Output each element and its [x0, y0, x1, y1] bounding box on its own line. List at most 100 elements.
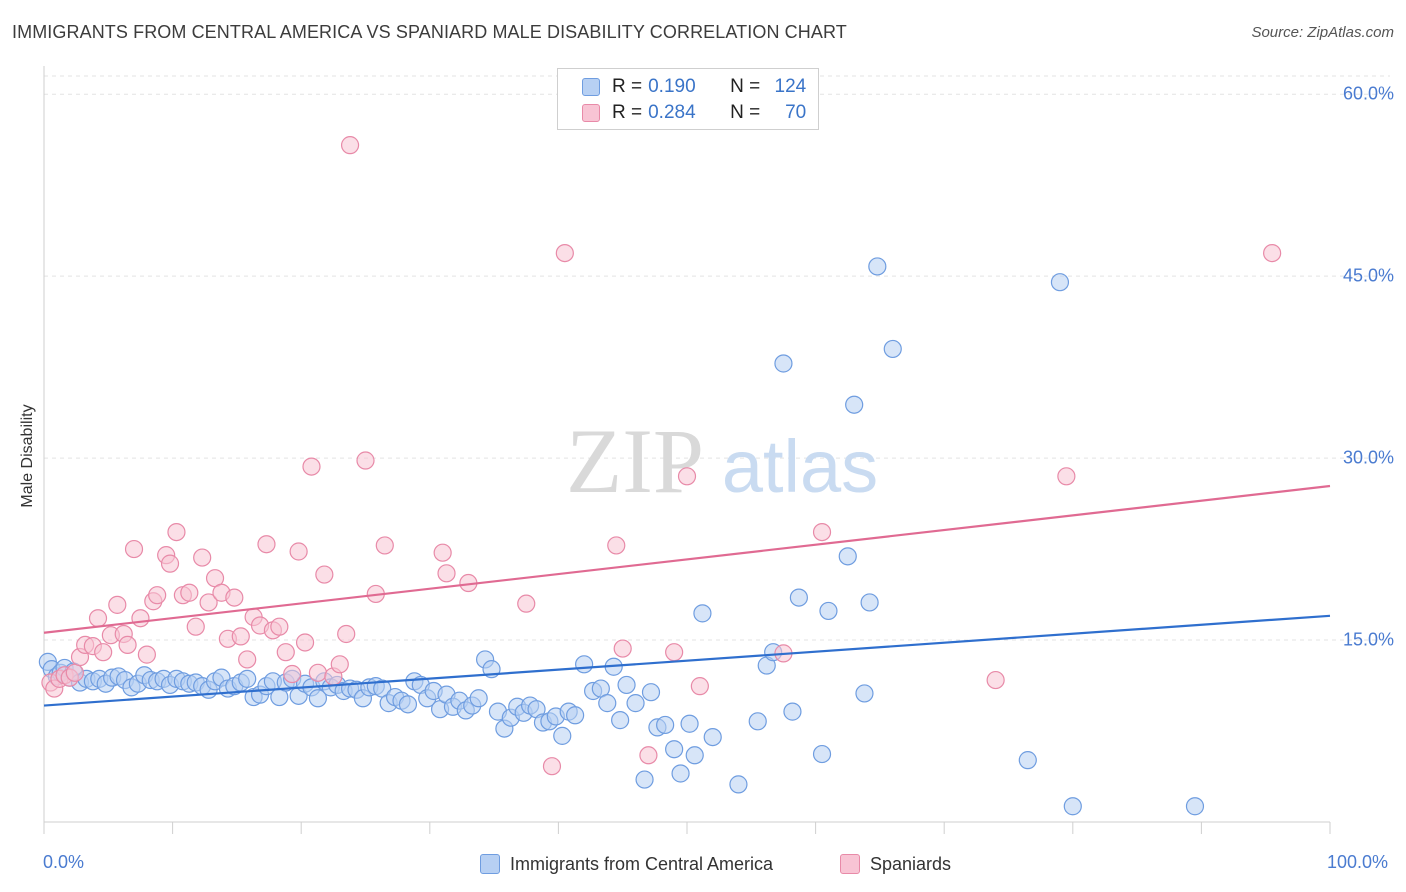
scatter-point [665, 740, 684, 759]
legend-row-central-america: R = 0.190 N = 124 [582, 75, 806, 99]
scatter-point [1263, 243, 1282, 263]
legend-r-label: R = [612, 76, 643, 97]
scatter-point [774, 354, 793, 373]
scatter-point [883, 339, 902, 359]
scatter-point [626, 694, 645, 713]
scatter-point [693, 604, 712, 623]
scatter-point [860, 593, 879, 612]
scatter-point [238, 650, 257, 669]
scatter-point [1018, 751, 1037, 770]
series-1 [41, 136, 1282, 776]
scatter-point [238, 669, 257, 688]
legend-r-label: R = [612, 102, 643, 123]
scatter-point [789, 588, 808, 607]
legend-swatch-spaniards [582, 104, 600, 122]
trend-line-1 [43, 484, 1331, 634]
trend-line-0 [43, 614, 1331, 707]
scatter-point [315, 565, 334, 584]
scatter-point [276, 643, 295, 662]
y-tick-label: 45.0% [1342, 265, 1394, 286]
scatter-point [845, 395, 864, 414]
scatter-point [542, 757, 562, 776]
scatter-point [167, 522, 186, 542]
scatter-point [124, 539, 144, 559]
y-tick-label: 15.0% [1342, 629, 1394, 650]
scatter-point [148, 586, 167, 605]
scatter-point [635, 770, 654, 789]
scatter-point [690, 677, 709, 696]
scatter-point [283, 664, 302, 684]
scatter-point [613, 639, 632, 658]
scatter-point [607, 536, 626, 555]
x-tick-label-max: 100.0% [1327, 852, 1389, 872]
scatter-point [986, 670, 1005, 690]
scatter-point [671, 764, 690, 783]
scatter-point [433, 543, 452, 562]
scatter-point [118, 635, 137, 655]
scatter-point [308, 689, 328, 708]
bottom-legend-swatch-central-america [480, 854, 500, 874]
bottom-legend-swatch-spaniards [840, 854, 860, 874]
scatter-point [65, 663, 84, 682]
scatter-point [729, 775, 748, 794]
scatter-point [819, 601, 838, 621]
bottom-legend-central-america: Immigrants from Central America [480, 852, 773, 876]
trend-layer [43, 484, 1331, 707]
scatter-point [108, 595, 127, 614]
scatter-point [337, 624, 356, 644]
scatter-point [665, 643, 684, 662]
series-0 [38, 257, 1205, 816]
legend-n-value: 70 [785, 102, 807, 123]
scatter-point [611, 711, 630, 730]
y-tick-label: 30.0% [1342, 447, 1394, 468]
scatter-point [186, 617, 205, 636]
scatter-point [225, 588, 244, 607]
scatter-point [685, 746, 704, 765]
scatter-point [617, 675, 636, 695]
watermark: ZIP atlas [566, 410, 878, 512]
scatter-point [1063, 797, 1082, 816]
scatter-point [812, 744, 832, 764]
scatter-point [199, 593, 218, 612]
scatter-point [340, 136, 360, 155]
x-tick-label-min: 0.0% [43, 852, 85, 872]
scatter-point [598, 694, 617, 713]
scatter-point [748, 712, 767, 731]
axis-layer [43, 66, 1331, 834]
scatter-point [517, 594, 536, 613]
legend-n-value: 124 [774, 76, 807, 97]
scatter-point [868, 257, 887, 276]
scatter-point [469, 689, 488, 708]
y-axis-label: Male Disability [19, 404, 36, 508]
scatter-point [270, 617, 289, 636]
scatter-point [553, 726, 572, 745]
bottom-legend-spaniards: Spaniards [840, 852, 951, 876]
scatter-point [703, 727, 722, 747]
scatter-point [639, 746, 658, 765]
scatter-point [356, 451, 375, 470]
chart-title: IMMIGRANTS FROM CENTRAL AMERICA VS SPANI… [12, 22, 847, 42]
scatter-point [838, 547, 857, 566]
legend-n-label: N = [730, 102, 761, 123]
scatter-point [94, 643, 113, 662]
scatter-point [437, 564, 456, 583]
scatter-point [656, 715, 675, 735]
scatter-point [131, 609, 150, 628]
scatter-point [308, 663, 328, 682]
scatter-point [812, 522, 832, 542]
legend-r-value: 0.284 [648, 102, 696, 123]
scatter-point [575, 655, 594, 674]
scatter-point [783, 702, 802, 721]
correlation-legend: R = 0.190 N = 124 R = 0.284 N = 70 [557, 68, 819, 130]
source-label: Source: ZipAtlas.com [1251, 24, 1394, 41]
scatter-point [555, 243, 574, 263]
scatter-point [137, 645, 156, 664]
scatter-point [680, 714, 699, 733]
scatter-point [375, 536, 394, 555]
scatter-point [289, 542, 308, 561]
scatter-point [641, 683, 661, 702]
scatter-point [180, 583, 199, 602]
scatter-point [855, 684, 874, 703]
legend-n-label: N = [730, 76, 761, 97]
